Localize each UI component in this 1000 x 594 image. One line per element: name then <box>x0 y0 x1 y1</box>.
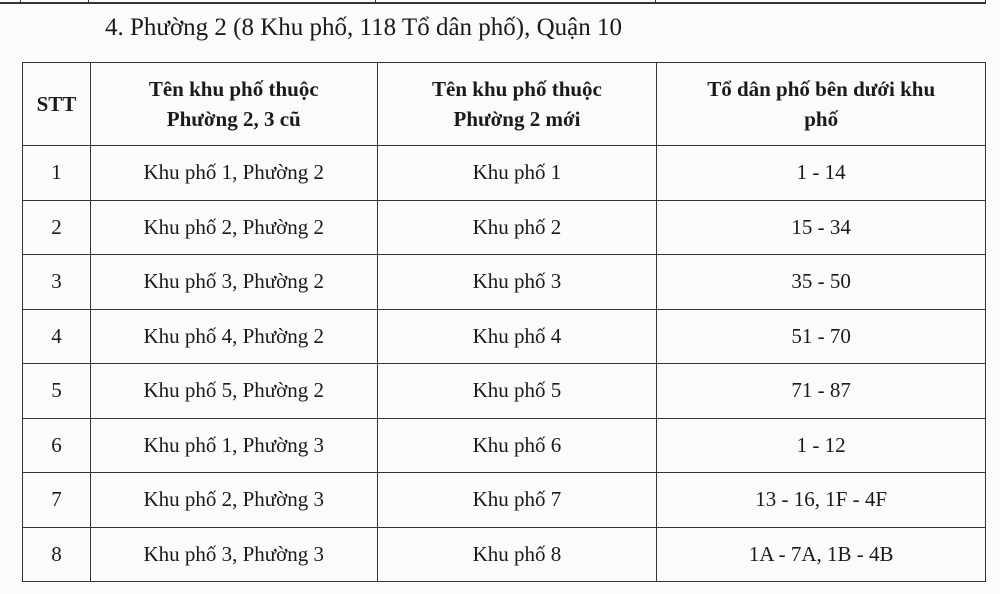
cell-residential-groups: 13 - 16, 1F - 4F <box>656 472 986 528</box>
cell-old-quarter: Khu phố 2, Phường 3 <box>89 472 378 528</box>
cell-stt: 5 <box>22 363 91 419</box>
cell-old-quarter: Khu phố 1, Phường 2 <box>89 145 378 201</box>
cell-new-quarter: Khu phố 6 <box>376 417 658 473</box>
header-residential-groups-text: Tổ dân phố bên dưới khu phố <box>707 77 936 131</box>
cell-old-quarter: Khu phố 2, Phường 2 <box>89 199 378 255</box>
cell-stt: 2 <box>22 199 91 255</box>
header-stt: STT <box>22 62 91 146</box>
table-row: 7 Khu phố 2, Phường 3 Khu phố 7 13 - 16, 1F… <box>22 472 986 528</box>
cell-new-quarter: Khu phố 1 <box>376 145 658 201</box>
cell-residential-groups: 35 - 50 <box>656 254 986 310</box>
header-new-quarter: Tên khu phố thuộc Phường 2 mới <box>376 62 658 146</box>
ward-table: STT Tên khu phố thuộc Phường 2, 3 cũ Tên… <box>22 62 986 582</box>
header-residential-groups: Tổ dân phố bên dưới khu phố <box>656 62 986 146</box>
cell-new-quarter: Khu phố 4 <box>376 308 658 364</box>
section-title: 4. Phường 2 (8 Khu phố, 118 Tổ dân phố),… <box>105 14 623 41</box>
previous-table-edge <box>0 0 986 4</box>
cell-old-quarter: Khu phố 5, Phường 2 <box>89 363 378 419</box>
table-row: 2 Khu phố 2, Phường 2 Khu phố 2 15 - 34 <box>22 199 986 255</box>
cell-old-quarter: Khu phố 1, Phường 3 <box>89 417 378 473</box>
cell-residential-groups: 1A - 7A, 1B - 4B <box>656 526 986 582</box>
cell-stt: 1 <box>22 145 91 201</box>
table-row: 4 Khu phố 4, Phường 2 Khu phố 4 51 - 70 <box>22 308 986 364</box>
cell-residential-groups: 51 - 70 <box>656 308 986 364</box>
cell-new-quarter: Khu phố 8 <box>376 526 658 582</box>
table-divider <box>88 0 89 2</box>
table-header-row: STT Tên khu phố thuộc Phường 2, 3 cũ Tên… <box>22 62 986 146</box>
cell-stt: 6 <box>22 417 91 473</box>
cell-new-quarter: Khu phố 5 <box>376 363 658 419</box>
table-row: 3 Khu phố 3, Phường 2 Khu phố 3 35 - 50 <box>22 254 986 310</box>
cell-residential-groups: 71 - 87 <box>656 363 986 419</box>
table-divider <box>655 0 656 2</box>
cell-old-quarter: Khu phố 3, Phường 3 <box>89 526 378 582</box>
cell-old-quarter: Khu phố 3, Phường 2 <box>89 254 378 310</box>
table-divider <box>20 0 21 2</box>
table-divider <box>985 0 986 2</box>
cell-residential-groups: 15 - 34 <box>656 199 986 255</box>
cell-residential-groups: 1 - 12 <box>656 417 986 473</box>
cell-old-quarter: Khu phố 4, Phường 2 <box>89 308 378 364</box>
table-divider <box>375 0 376 2</box>
cell-stt: 4 <box>22 308 91 364</box>
header-new-quarter-text: Tên khu phố thuộc Phường 2 mới <box>432 77 602 131</box>
cell-stt: 8 <box>22 526 91 582</box>
cell-stt: 7 <box>22 472 91 528</box>
table-row: 8 Khu phố 3, Phường 3 Khu phố 8 1A - 7A, 1B… <box>22 526 986 582</box>
table-row: 5 Khu phố 5, Phường 2 Khu phố 5 71 - 87 <box>22 363 986 419</box>
cell-new-quarter: Khu phố 7 <box>376 472 658 528</box>
cell-residential-groups: 1 - 14 <box>656 145 986 201</box>
header-old-quarter-text: Tên khu phố thuộc Phường 2, 3 cũ <box>148 77 319 131</box>
cell-new-quarter: Khu phố 3 <box>376 254 658 310</box>
cell-new-quarter: Khu phố 2 <box>376 199 658 255</box>
cell-stt: 3 <box>22 254 91 310</box>
header-old-quarter: Tên khu phố thuộc Phường 2, 3 cũ <box>89 62 378 146</box>
